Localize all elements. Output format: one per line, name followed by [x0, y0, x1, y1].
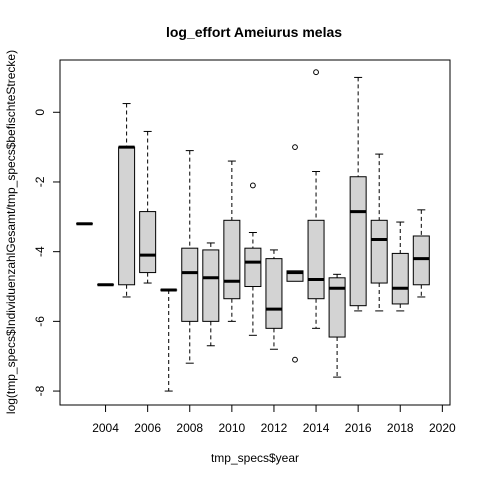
y-axis-label: log(tmp_specs$IndividuenzahlGesamt/tmp_s…	[4, 50, 18, 414]
box-iqr	[286, 270, 304, 282]
x-axis-label: tmp_specs$year	[211, 451, 299, 465]
box-2008	[181, 150, 199, 364]
outlier-point	[250, 182, 256, 189]
box-iqr	[202, 249, 220, 322]
x-tick-label: 2012	[261, 421, 288, 435]
box-iqr	[244, 247, 262, 288]
x-tick-label: 2006	[134, 421, 161, 435]
box-2005	[118, 103, 136, 298]
outlier-point	[292, 144, 298, 151]
x-tick-label: 2010	[218, 421, 245, 435]
box-2010	[223, 160, 241, 322]
box-iqr	[412, 235, 430, 286]
x-axis: 2004 2006 2008 2010 2012 2014 2016 2018 2020	[92, 404, 456, 435]
chart-title: log_effort Ameiurus melas	[166, 24, 342, 40]
box-2017	[370, 153, 388, 312]
box-iqr	[349, 176, 367, 307]
box-2009	[202, 242, 220, 347]
box-iqr	[139, 211, 157, 274]
box-iqr	[265, 258, 283, 329]
box-iqr	[328, 277, 346, 338]
box-2012	[265, 249, 283, 350]
box-2018	[391, 221, 409, 312]
x-tick-label: 2016	[345, 421, 372, 435]
outlier-point	[292, 356, 298, 363]
box-iqr	[391, 252, 409, 305]
box-2007	[160, 288, 178, 392]
box-2015	[328, 273, 346, 378]
box-2014	[307, 69, 325, 329]
box-2011	[244, 182, 262, 336]
x-tick-label: 2008	[176, 421, 203, 435]
box-iqr	[370, 219, 388, 284]
boxes-group	[76, 69, 430, 392]
y-tick-label: -2	[33, 176, 47, 187]
box-iqr	[118, 146, 136, 286]
x-tick-label: 2014	[303, 421, 330, 435]
box-2006	[139, 130, 157, 284]
box-iqr	[307, 219, 325, 300]
y-tick-label: -4	[33, 246, 47, 257]
x-tick-label: 2020	[429, 421, 456, 435]
x-tick-label: 2018	[387, 421, 414, 435]
outlier-point	[313, 69, 319, 76]
box-iqr	[181, 247, 199, 322]
x-tick-label: 2004	[92, 421, 119, 435]
y-tick-label: 0	[33, 109, 47, 116]
box-2016	[349, 76, 367, 312]
y-axis: 0 -2 -4 -6 -8	[33, 109, 61, 396]
y-tick-label: -8	[33, 385, 47, 396]
box-2013	[286, 144, 304, 363]
box-iqr	[223, 219, 241, 300]
box-2019	[412, 209, 430, 298]
y-tick-label: -6	[33, 316, 47, 327]
